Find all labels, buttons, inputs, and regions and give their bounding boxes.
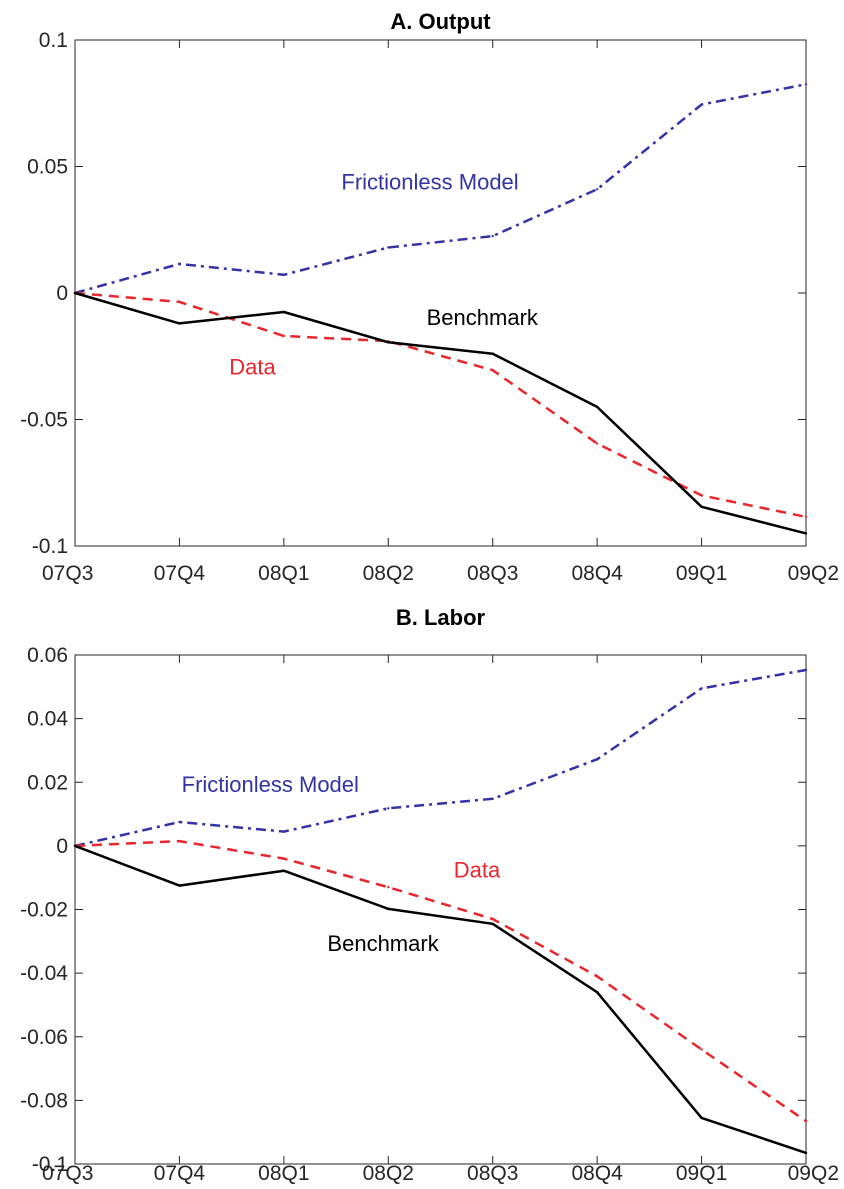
panel-output: A. Output 0.1 0.05 0 -0.05 -0.1 07Q3 07Q4 08Q1 08… — [20, 9, 839, 585]
annotation-label: Benchmark — [327, 931, 439, 956]
x-tick-label: 09Q1 — [676, 562, 727, 585]
data-point — [700, 505, 703, 508]
data-point — [491, 797, 494, 800]
x-tick-label: 07Q3 — [42, 1162, 93, 1185]
annotation-label: Data — [229, 354, 276, 379]
data-point — [178, 322, 181, 325]
data-point — [595, 975, 599, 978]
data-point — [700, 1116, 703, 1120]
data-point — [700, 687, 703, 690]
y-tick-label: -0.05 — [20, 409, 68, 432]
annotation-label: Benchmark — [427, 305, 539, 330]
data-point — [595, 991, 599, 994]
data-point — [491, 368, 494, 372]
y-tick-label: 0.05 — [27, 156, 68, 179]
x-tick-label: 08Q4 — [571, 562, 623, 585]
data-point — [700, 494, 703, 497]
y-tick-label: -0.08 — [20, 1089, 68, 1112]
data-point — [387, 246, 390, 249]
x-tick-label: 09Q2 — [788, 562, 839, 585]
series-line-frictionless-model — [74, 83, 807, 295]
data-point — [178, 884, 181, 887]
axes-frame — [74, 39, 807, 547]
x-tick-label: 08Q2 — [363, 562, 414, 585]
data-point — [178, 839, 181, 843]
y-tick-label: 0 — [56, 282, 68, 305]
data-point — [491, 917, 494, 921]
annotation-label: Frictionless Model — [341, 170, 518, 195]
data-point — [491, 352, 494, 355]
chart-title: B. Labor — [396, 605, 486, 630]
data-point — [491, 922, 494, 926]
x-tick-label: 09Q2 — [788, 1162, 839, 1185]
data-point — [804, 532, 808, 535]
series-line-benchmark — [74, 844, 807, 1155]
x-tick-label: 08Q4 — [571, 1162, 623, 1185]
data-point — [387, 886, 390, 889]
x-tick-label: 07Q4 — [154, 1162, 206, 1185]
y-tick-label: 0.1 — [39, 29, 68, 52]
data-point — [804, 1119, 808, 1123]
data-point — [282, 334, 286, 338]
y-tick-label: 0.02 — [27, 771, 68, 794]
series-line-data — [74, 291, 807, 519]
data-point — [700, 1048, 703, 1051]
data-point — [387, 807, 390, 810]
data-point — [178, 300, 181, 304]
y-tick-label: 0.04 — [27, 708, 68, 731]
data-point — [282, 857, 286, 860]
data-point — [282, 273, 286, 276]
data-point — [387, 907, 390, 911]
y-tick-label: -0.02 — [20, 899, 68, 922]
data-point — [491, 234, 494, 238]
series-line-data — [74, 839, 807, 1123]
data-point — [282, 310, 286, 314]
data-point — [282, 869, 286, 872]
data-point — [804, 668, 808, 672]
data-point — [178, 820, 181, 824]
y-tick-label: -0.1 — [32, 535, 68, 558]
series-line-frictionless-model — [74, 668, 807, 848]
data-point — [595, 442, 599, 445]
x-tick-label: 07Q3 — [42, 562, 93, 585]
x-tick-label: 08Q2 — [363, 1162, 414, 1185]
x-tick-label: 08Q3 — [467, 562, 518, 585]
x-tick-label: 08Q1 — [258, 562, 309, 585]
data-point — [73, 291, 77, 295]
y-tick-label: -0.1 — [32, 1153, 68, 1176]
y-tick-label: 0.06 — [27, 644, 68, 667]
data-point — [804, 515, 808, 519]
series-line-benchmark — [74, 291, 807, 535]
data-point — [282, 830, 286, 833]
axes-frame — [74, 654, 807, 1165]
chart-title: A. Output — [390, 9, 491, 34]
x-tick-label: 08Q3 — [467, 1162, 518, 1185]
y-tick-label: 0 — [56, 835, 68, 858]
x-tick-label: 08Q1 — [258, 1162, 309, 1185]
y-tick-label: -0.04 — [20, 962, 68, 985]
annotation-label: Frictionless Model — [182, 772, 359, 797]
data-point — [804, 83, 808, 86]
data-point — [178, 262, 181, 266]
data-point — [73, 844, 77, 848]
x-tick-label: 07Q4 — [154, 562, 206, 585]
data-point — [804, 1151, 808, 1155]
panel-labor: B. Labor 0.06 0.04 0.02 0 -0.02 -0.04 -0.06 -0.0… — [20, 605, 839, 1185]
annotation-label: Data — [454, 858, 501, 883]
data-point — [700, 103, 703, 106]
x-tick-label: 09Q1 — [676, 1162, 727, 1185]
data-point — [387, 341, 390, 344]
y-tick-label: -0.06 — [20, 1026, 68, 1049]
data-point — [595, 188, 599, 191]
data-point — [595, 405, 599, 409]
data-point — [595, 758, 599, 761]
